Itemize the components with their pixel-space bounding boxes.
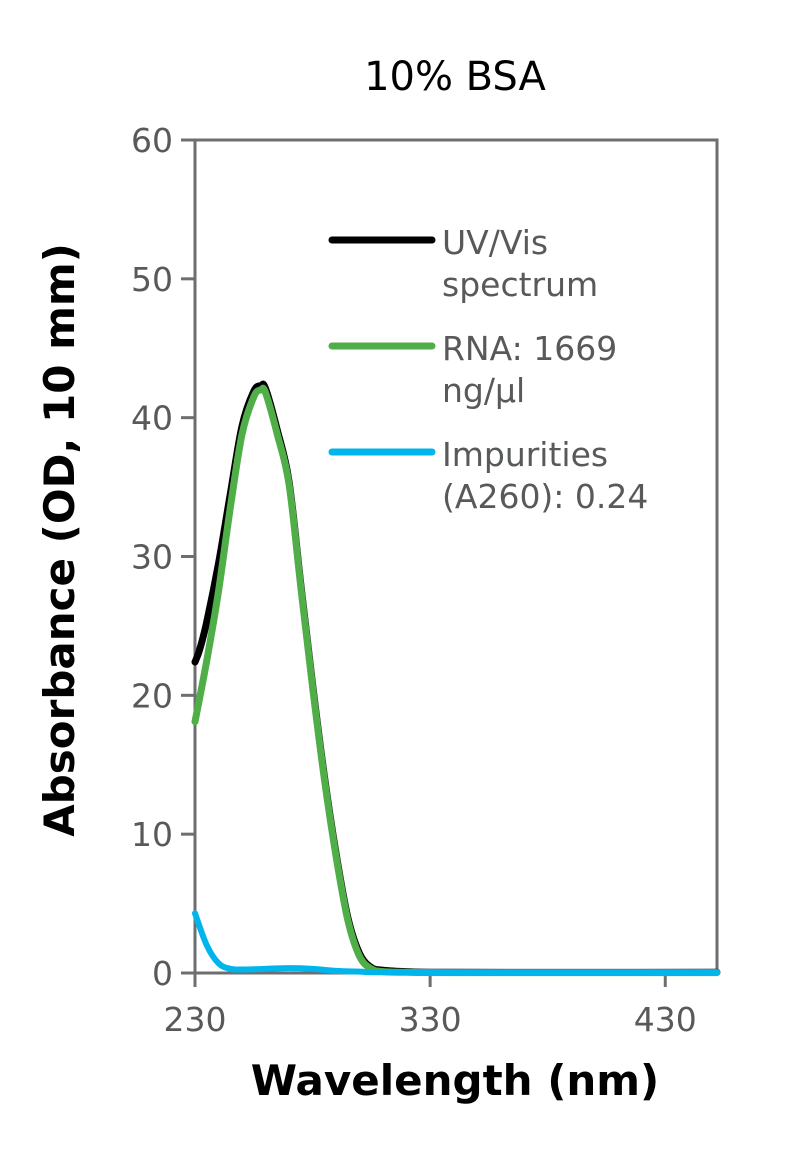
series-line-1 [191, 384, 721, 977]
legend-label: UV/Vis [442, 223, 548, 262]
y-tick-label: 40 [131, 399, 173, 438]
legend-label: RNA: 1669 [442, 329, 617, 368]
x-tick-label: 230 [164, 1000, 227, 1039]
y-tick-label: 20 [131, 676, 173, 715]
y-axis-label: Absorbance (OD, 10 mm) [35, 243, 84, 837]
y-tick-label: 10 [131, 815, 173, 854]
x-tick-label: 330 [399, 1000, 462, 1039]
chart-title: 10% BSA [364, 54, 546, 100]
y-tick-label: 60 [131, 121, 173, 160]
y-tick-label: 30 [131, 538, 173, 577]
x-axis-label: Wavelength (nm) [251, 1056, 660, 1105]
y-tick-label: 0 [152, 954, 173, 993]
legend-label: Impurities [442, 435, 608, 474]
x-tick-label: 430 [634, 1000, 697, 1039]
legend-label: spectrum [442, 265, 598, 304]
series-line-2 [192, 910, 720, 976]
y-tick-label: 50 [131, 260, 173, 299]
legend-label: ng/µl [442, 371, 525, 410]
legend-label: (A260): 0.24 [442, 477, 648, 516]
